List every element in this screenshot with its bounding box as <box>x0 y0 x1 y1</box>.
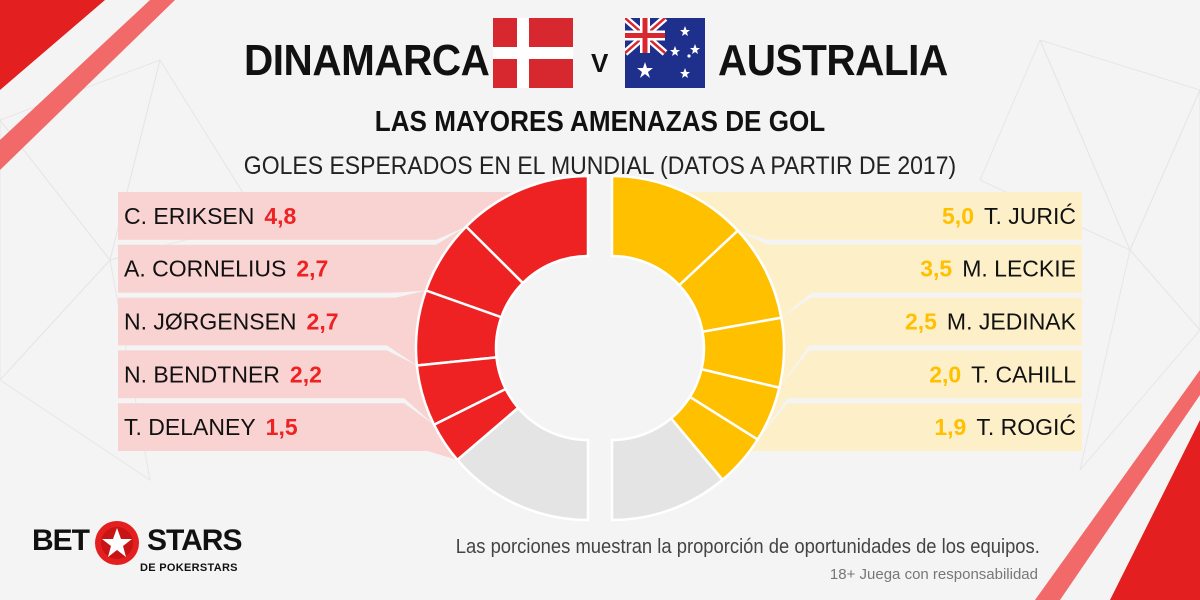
player-name-label: M. LECKIE <box>962 256 1076 282</box>
slice-left-rest <box>455 406 590 522</box>
player-value-label: 2,0 <box>929 361 961 387</box>
player-name-label: N. BENDTNER <box>124 361 280 387</box>
band-left-t-delaney <box>118 403 458 460</box>
denmark-flag-icon <box>493 18 573 88</box>
logo-text-bet: BET <box>32 524 90 557</box>
player-name-label: T. ROGIĆ <box>976 414 1076 440</box>
slice-right-rest <box>610 416 725 522</box>
band-right-m-jedinak <box>779 297 1082 388</box>
band-right-m-leckie <box>737 230 1082 318</box>
responsible-gambling-disclaimer: 18+ Juega con responsabilidad <box>829 566 1038 583</box>
versus-label: V <box>591 48 609 78</box>
player-name-label: A. CORNELIUS <box>124 256 286 282</box>
chart-title: LAS MAYORES AMENAZAS DE GOL <box>374 106 826 138</box>
chart-footnote: Las porciones muestran la proporción de … <box>455 536 1040 558</box>
band-right-t-cahill <box>757 350 1082 440</box>
player-value-label: 2,2 <box>290 361 322 387</box>
player-name-label: T. JURIĆ <box>984 203 1076 229</box>
band-left-n-bendtner <box>118 350 435 425</box>
team-right-name: AUSTRALIA <box>718 36 948 85</box>
band-right-t-rogi <box>722 403 1082 480</box>
betstars-logo: BET STARS DE POKERSTARS <box>32 521 242 584</box>
player-name-label: T. CAHILL <box>971 361 1076 387</box>
player-name-label: C. ERIKSEN <box>124 203 254 229</box>
player-value-label: 2,5 <box>905 309 937 335</box>
player-name-label: T. DELANEY <box>124 414 256 440</box>
match-header: DINAMARCA V AUSTRALIA <box>0 8 1200 88</box>
player-value-label: 5,0 <box>942 203 974 229</box>
team-left-name: DINAMARCA <box>244 36 490 85</box>
player-value-label: 2,7 <box>307 309 339 335</box>
band-left-n-j-rgensen <box>118 290 426 366</box>
corner-stripe-bottom-right <box>1110 420 1200 600</box>
australia-flag-icon <box>625 18 705 88</box>
player-value-label: 1,5 <box>266 414 298 440</box>
chart-subtitle: GOLES ESPERADOS EN EL MUNDIAL (DATOS A P… <box>243 152 957 180</box>
player-value-label: 4,8 <box>264 203 296 229</box>
corner-stripe-top-left <box>0 0 105 90</box>
player-value-label: 1,9 <box>934 414 966 440</box>
player-name-label: M. JEDINAK <box>947 309 1077 335</box>
star-chip-icon <box>95 521 139 565</box>
player-name-label: N. JØRGENSEN <box>124 309 297 335</box>
player-value-label: 2,7 <box>296 256 328 282</box>
band-left-a-cornelius <box>118 226 467 293</box>
logo-text-stars: STARS <box>147 524 242 557</box>
logo-subtext: DE POKERSTARS <box>140 562 238 574</box>
player-value-label: 3,5 <box>920 256 952 282</box>
